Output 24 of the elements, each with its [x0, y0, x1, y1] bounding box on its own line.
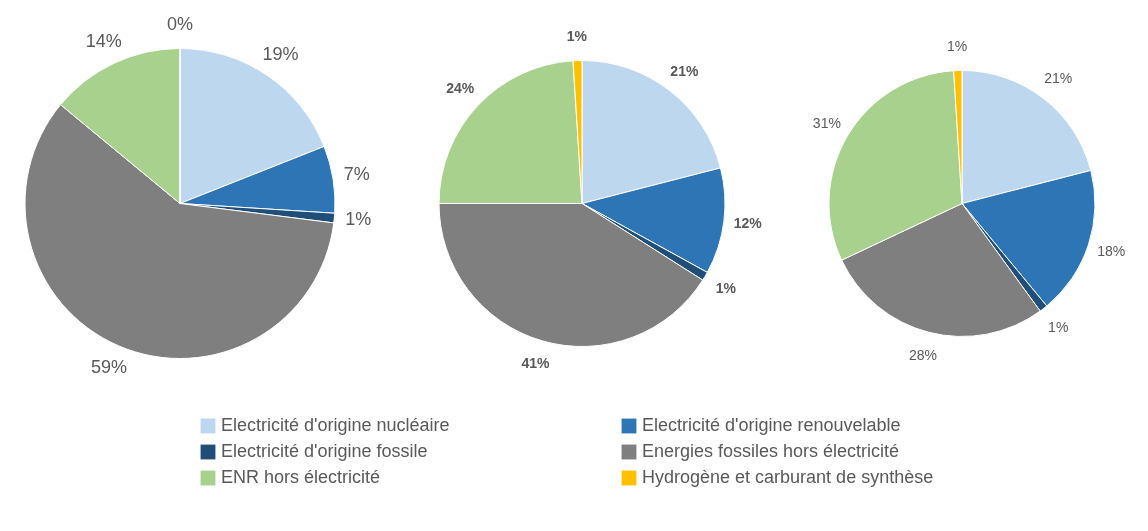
- data-label: 12%: [733, 215, 763, 232]
- text: 0%: [166, 13, 194, 34]
- legend-label: ENR hors électricité: [221, 467, 381, 487]
- data-label: 7%: [343, 164, 370, 185]
- legend-label: Electricité d'origine fossile: [221, 441, 428, 461]
- data-label: 59%: [90, 356, 127, 377]
- data-label: 1%: [345, 209, 372, 230]
- legend-label: Energies fossiles hors électricité: [642, 441, 900, 461]
- data-label: 19%: [262, 44, 299, 65]
- legend-label: Electricité d'origine renouvelable: [642, 415, 901, 435]
- data-label: 21%: [1044, 70, 1073, 87]
- data-label: 21%: [670, 62, 699, 79]
- data-label: 1%: [715, 279, 737, 296]
- data-label: 1%: [946, 37, 968, 54]
- data-label: 18%: [1097, 243, 1126, 260]
- legend-label: Electricité d'origine nucléaire: [221, 415, 450, 435]
- data-label: 41%: [521, 354, 550, 371]
- data-label: 28%: [908, 346, 937, 363]
- data-label: 24%: [446, 80, 475, 97]
- legend-label: Hydrogène et carburant de synthèse: [642, 467, 934, 487]
- data-label: 1%: [566, 27, 588, 44]
- data-label: 1%: [1048, 318, 1069, 335]
- data-label: 31%: [812, 114, 841, 131]
- data-label: 14%: [85, 30, 122, 51]
